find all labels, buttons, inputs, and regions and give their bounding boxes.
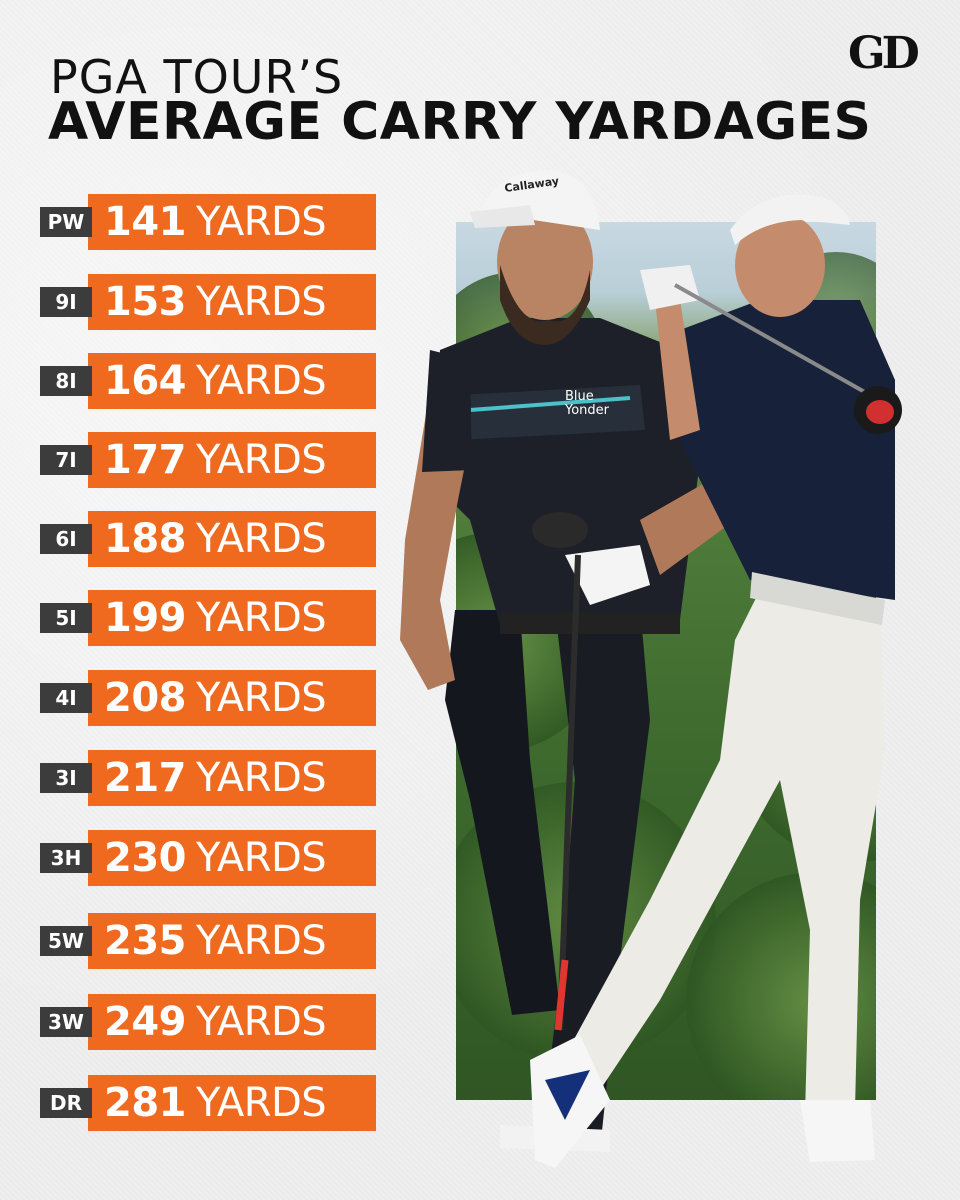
yardage-row-3h: 230 YARDS 3H: [40, 830, 376, 886]
yardage-bar: 177 YARDS: [88, 432, 376, 488]
yardage-row-5i: 199 YARDS 5I: [40, 590, 376, 646]
yardage-row-3w: 249 YARDS 3W: [40, 994, 376, 1050]
yardage-value: 199: [104, 595, 187, 641]
club-tag: 7I: [40, 445, 92, 475]
yardage-bar: 208 YARDS: [88, 670, 376, 726]
club-tag: PW: [40, 207, 92, 237]
club-tag: 5I: [40, 603, 92, 633]
yardage-bar: 141 YARDS: [88, 194, 376, 250]
yardage-unit: YARDS: [196, 918, 327, 964]
yardage-value: 164: [104, 358, 187, 404]
club-tag: 3H: [40, 843, 92, 873]
shirt-sponsor-line2: Yonder: [564, 403, 610, 418]
club-tag: 8I: [40, 366, 92, 396]
club-tag: 3I: [40, 763, 92, 793]
club-tag: 4I: [40, 683, 92, 713]
club-tag: 3W: [40, 1007, 92, 1037]
yardage-row-3i: 217 YARDS 3I: [40, 750, 376, 806]
yardage-row-7i: 177 YARDS 7I: [40, 432, 376, 488]
yardage-row-pw: 141 YARDS PW: [40, 194, 376, 250]
yardage-unit: YARDS: [196, 437, 327, 483]
yardage-unit: YARDS: [196, 675, 327, 721]
page-title-line2: AVERAGE CARRY YARDAGES: [48, 92, 872, 152]
yardage-value: 177: [104, 437, 187, 483]
club-tag: 9I: [40, 287, 92, 317]
yardage-unit: YARDS: [196, 835, 327, 881]
yardage-row-9i: 153 YARDS 9I: [40, 274, 376, 330]
club-tag: 5W: [40, 926, 92, 956]
yardage-bar: 153 YARDS: [88, 274, 376, 330]
yardage-unit: YARDS: [196, 1080, 327, 1126]
yardage-unit: YARDS: [196, 199, 327, 245]
golfer-right: [530, 194, 902, 1168]
golfer-left: [400, 170, 735, 1152]
yardage-value: 217: [104, 755, 187, 801]
yardage-value: 281: [104, 1080, 187, 1126]
yardage-unit: YARDS: [196, 516, 327, 562]
yardage-row-8i: 164 YARDS 8I: [40, 353, 376, 409]
yardage-value: 141: [104, 199, 187, 245]
club-tag: 6I: [40, 524, 92, 554]
yardage-value: 208: [104, 675, 187, 721]
yardage-unit: YARDS: [196, 358, 327, 404]
yardage-row-5w: 235 YARDS 5W: [40, 913, 376, 969]
club-tag: DR: [40, 1088, 92, 1118]
yardage-unit: YARDS: [196, 755, 327, 801]
yardage-bar: 217 YARDS: [88, 750, 376, 806]
yardage-value: 188: [104, 516, 187, 562]
yardage-unit: YARDS: [196, 279, 327, 325]
yardage-bar: 235 YARDS: [88, 913, 376, 969]
yardage-value: 235: [104, 918, 187, 964]
shirt-sponsor-line1: Blue: [565, 389, 594, 404]
gd-logo: GD: [848, 28, 920, 79]
yardage-bar: 281 YARDS: [88, 1075, 376, 1131]
yardage-value: 249: [104, 999, 187, 1045]
yardage-unit: YARDS: [196, 595, 327, 641]
yardage-row-dr: 281 YARDS DR: [40, 1075, 376, 1131]
yardage-bar: 249 YARDS: [88, 994, 376, 1050]
yardage-bar: 230 YARDS: [88, 830, 376, 886]
yardage-bar: 164 YARDS: [88, 353, 376, 409]
page-title-line1: PGA TOUR’S: [50, 50, 344, 104]
yardage-bar: 199 YARDS: [88, 590, 376, 646]
yardage-value: 153: [104, 279, 187, 325]
yardage-row-6i: 188 YARDS 6I: [40, 511, 376, 567]
yardage-value: 230: [104, 835, 187, 881]
yardage-row-4i: 208 YARDS 4I: [40, 670, 376, 726]
yardage-bar: 188 YARDS: [88, 511, 376, 567]
yardage-unit: YARDS: [196, 999, 327, 1045]
